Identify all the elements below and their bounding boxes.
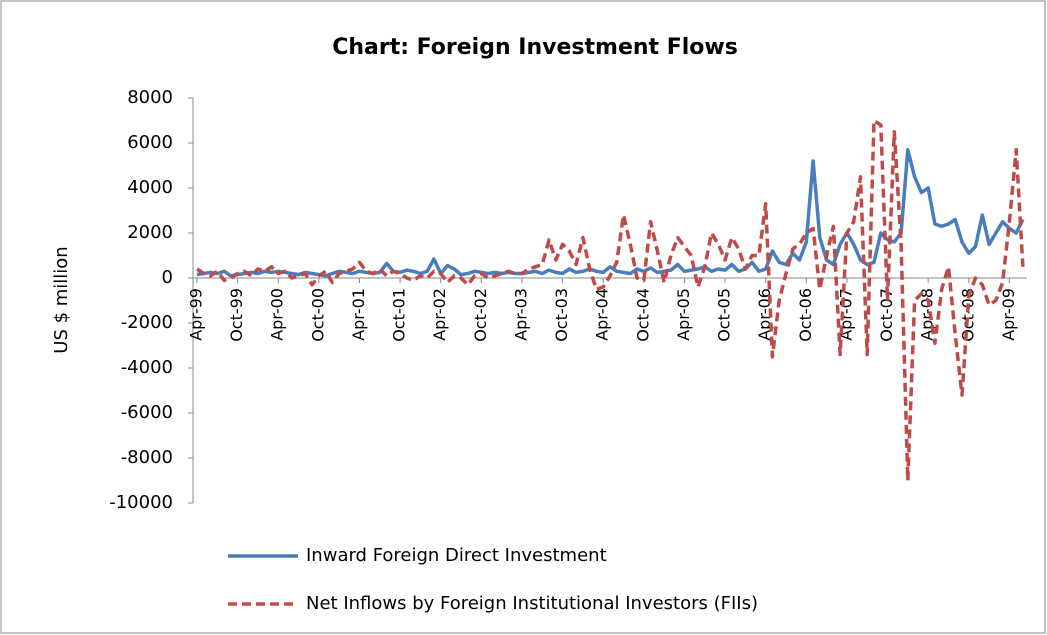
y-axis-label: US $ million: [51, 246, 72, 353]
x-tick-label: Oct-02: [471, 288, 490, 342]
x-tick-label: Oct-99: [227, 288, 246, 342]
y-tick-label: 6000: [127, 132, 173, 153]
y-tick-label: -2000: [121, 312, 173, 333]
legend-label: Inward Foreign Direct Investment: [306, 545, 607, 566]
x-tick-label: Apr-99: [187, 288, 206, 341]
x-tick-label: Apr-02: [430, 288, 449, 341]
x-tick-label: Oct-04: [633, 288, 652, 342]
x-tick-label: Oct-01: [390, 288, 409, 342]
x-tick-label: Apr-03: [511, 288, 530, 341]
series-line: [196, 118, 1025, 483]
y-tick-label: -6000: [121, 402, 173, 423]
y-tick-label: -4000: [121, 357, 173, 378]
y-tick-label: 0: [162, 267, 173, 288]
x-tick-label: Oct-05: [715, 288, 734, 342]
x-tick-label: Apr-05: [674, 288, 693, 341]
x-tick-label: Apr-09: [999, 288, 1018, 341]
x-tick-label: Oct-07: [877, 288, 896, 342]
y-tick-label: 8000: [127, 87, 173, 108]
legend-label: Net Inflows by Foreign Institutional Inv…: [306, 593, 758, 614]
x-tick-label: Apr-00: [268, 288, 287, 341]
x-tick-label: Apr-04: [593, 288, 612, 341]
y-tick-label: -8000: [121, 447, 173, 468]
x-tick-label: Oct-03: [552, 288, 571, 342]
x-tick-label: Oct-08: [958, 288, 977, 342]
y-tick-label: 2000: [127, 222, 173, 243]
x-tick-label: Oct-06: [796, 288, 815, 342]
x-tick-label: Oct-00: [308, 288, 327, 342]
y-tick-label: -10000: [109, 492, 173, 513]
chart-title: Chart: Foreign Investment Flows: [332, 35, 738, 60]
x-tick-label: Apr-01: [349, 288, 368, 341]
y-tick-label: 4000: [127, 177, 173, 198]
